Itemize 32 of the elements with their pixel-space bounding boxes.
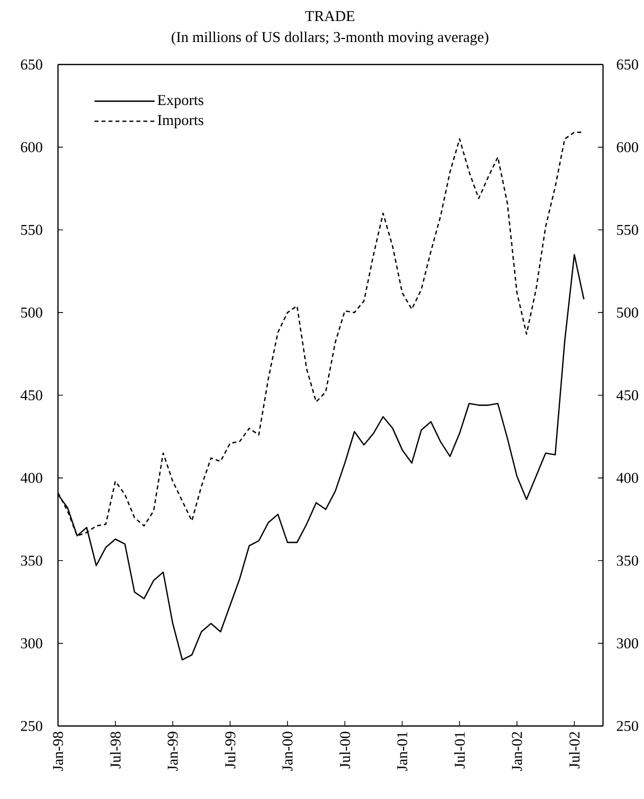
x-tick-label: Jan-99 (168, 732, 178, 771)
y-tick-label: 250 (21, 720, 42, 732)
x-tick-label: Jan-00 (282, 732, 293, 771)
y-tick-label: 300 (21, 638, 42, 648)
y2-tick-label: 400 (616, 472, 638, 483)
x-tick-label: Jan-01 (397, 732, 408, 771)
x-tick-label: Jan-02 (512, 732, 522, 771)
x-tick-label: Jul-00 (340, 732, 350, 768)
x-tick-label: Jul-01 (454, 732, 466, 768)
chart-subtitle: (In millions of US dollars; 3-month moving average) (172, 31, 488, 46)
y-tick-label: 600 (21, 142, 42, 152)
y2-tick-label: 250 (617, 720, 638, 732)
chart-title: TRADE (305, 11, 354, 22)
y-tick-label: 450 (20, 390, 42, 400)
y-tick-label: 400 (20, 472, 42, 483)
y2-tick-label: 550 (617, 224, 638, 235)
y2-tick-label: 300 (617, 638, 638, 648)
y2-tick-label: 650 (616, 59, 638, 70)
x-tick-label: Jul-98 (110, 732, 121, 768)
legend-label: Imports (158, 115, 204, 128)
y2-tick-label: 600 (616, 142, 638, 152)
y-tick-label: 550 (21, 224, 42, 235)
x-tick-label: Jan-98 (53, 732, 64, 771)
y2-tick-label: 350 (617, 556, 638, 566)
y-tick-label: 500 (21, 308, 42, 318)
x-tick-label: Jul-02 (569, 732, 580, 768)
y-tick-label: 350 (21, 556, 42, 566)
legend-label: Exports (158, 95, 204, 108)
y2-tick-label: 500 (617, 308, 638, 318)
x-tick-label: Jul-99 (224, 732, 236, 768)
y2-tick-label: 450 (616, 390, 638, 400)
y-tick-label: 650 (21, 59, 42, 70)
